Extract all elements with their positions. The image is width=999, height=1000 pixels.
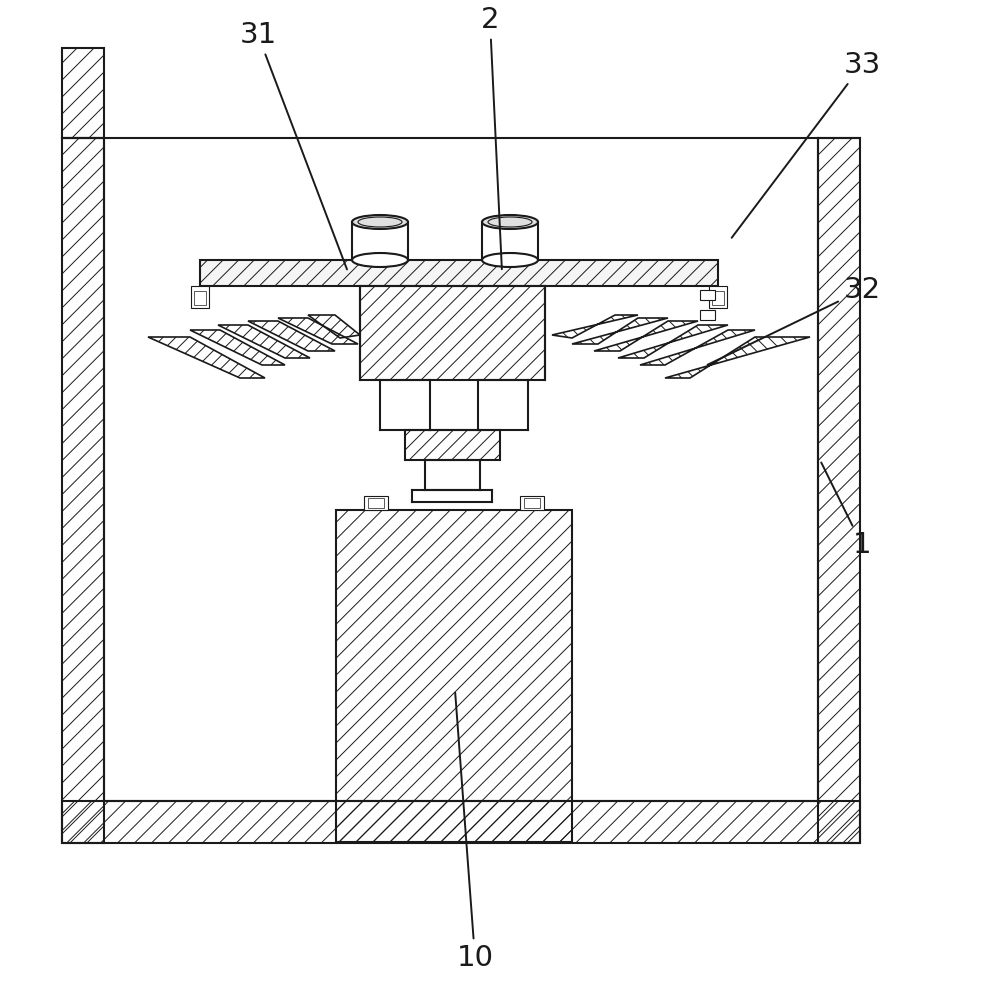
Bar xyxy=(364,496,388,510)
Polygon shape xyxy=(200,260,718,286)
Text: 32: 32 xyxy=(707,276,880,365)
Ellipse shape xyxy=(482,253,538,267)
Bar xyxy=(191,286,209,308)
Bar xyxy=(700,290,715,300)
Ellipse shape xyxy=(352,253,408,267)
Text: 1: 1 xyxy=(821,462,871,559)
Ellipse shape xyxy=(482,215,538,229)
Bar xyxy=(368,498,384,508)
Text: 31: 31 xyxy=(240,21,347,269)
Bar xyxy=(520,496,544,510)
Bar xyxy=(712,291,724,305)
Bar xyxy=(194,291,206,305)
Text: 2: 2 xyxy=(481,6,501,269)
Bar xyxy=(700,310,715,320)
Bar xyxy=(524,498,540,508)
Bar xyxy=(709,286,727,308)
Ellipse shape xyxy=(352,215,408,229)
Text: 10: 10 xyxy=(456,693,494,972)
Text: 33: 33 xyxy=(731,51,881,238)
